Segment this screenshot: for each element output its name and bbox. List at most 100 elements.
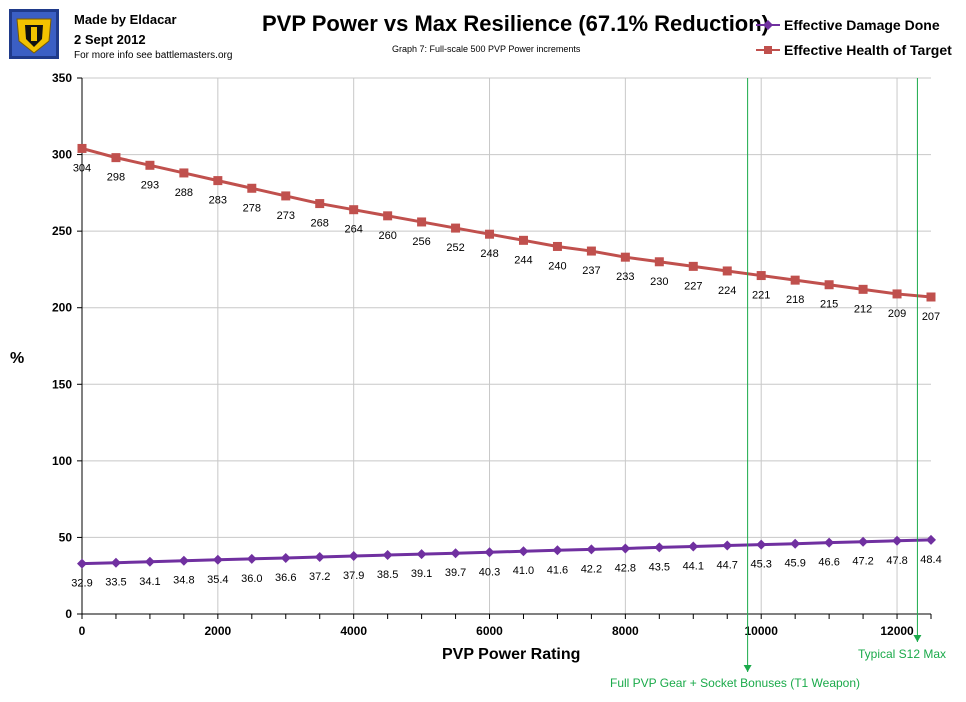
data-label: 38.5 <box>377 569 398 581</box>
x-tick-label: 10000 <box>745 624 779 638</box>
y-tick-label: 200 <box>52 301 72 315</box>
data-point-health <box>824 280 834 290</box>
data-point-health <box>892 289 902 299</box>
data-label: 221 <box>752 290 770 302</box>
data-label: 45.3 <box>750 559 771 571</box>
data-point-damage <box>756 539 767 550</box>
data-label: 268 <box>311 218 329 230</box>
data-point-health <box>518 235 528 245</box>
data-label: 42.8 <box>615 562 636 574</box>
data-point-damage <box>586 544 597 555</box>
data-point-damage <box>824 537 835 548</box>
data-label: 212 <box>854 303 872 315</box>
data-point-damage <box>314 552 325 563</box>
info-text: For more info see battlemasters.org <box>74 50 233 61</box>
data-label: 283 <box>209 195 227 207</box>
data-point-damage <box>416 549 427 560</box>
data-point-damage <box>620 543 631 554</box>
x-axis-label: PVP Power Rating <box>442 646 581 663</box>
data-point-damage <box>518 546 529 557</box>
series-line <box>81 538 932 566</box>
data-point-damage <box>178 555 189 566</box>
diamond-marker-icon <box>756 19 780 30</box>
y-tick-label: 300 <box>52 148 72 162</box>
data-label: 230 <box>650 276 668 288</box>
data-label: 260 <box>378 230 396 242</box>
x-tick-label: 8000 <box>612 624 639 638</box>
data-label: 288 <box>175 187 193 199</box>
data-label: 36.0 <box>241 573 262 585</box>
data-point-health <box>654 257 664 267</box>
data-point-damage <box>348 550 359 561</box>
data-point-health <box>552 241 562 251</box>
annotation-full-pvp-gear: Full PVP Gear + Socket Bonuses (T1 Weapo… <box>610 676 861 690</box>
data-label: 218 <box>786 294 804 306</box>
data-point-health <box>586 246 596 256</box>
data-label: 304 <box>73 162 91 174</box>
data-label: 33.5 <box>105 577 126 589</box>
data-label: 48.4 <box>920 554 941 566</box>
data-point-health <box>349 205 359 215</box>
data-point-health <box>485 229 495 239</box>
data-point-damage <box>688 541 699 552</box>
data-label: 43.5 <box>649 561 670 573</box>
annotation-typical-s12-max: Typical S12 Max <box>858 647 947 661</box>
data-label: 42.2 <box>581 563 602 575</box>
data-point-health <box>417 217 427 227</box>
data-point-health <box>315 199 325 209</box>
data-label: 293 <box>141 179 159 191</box>
data-label: 237 <box>582 265 600 277</box>
data-label: 44.7 <box>717 560 738 572</box>
legend-label-damage: Effective Damage Done <box>784 16 940 33</box>
data-point-damage <box>654 542 665 553</box>
legend-label-health: Effective Health of Target <box>784 41 952 58</box>
chart-subtitle: Graph 7: Full-scale 500 PVP Power increm… <box>392 44 581 54</box>
data-label: 298 <box>107 172 125 184</box>
data-label: 45.9 <box>784 558 805 570</box>
x-tick-label: 2000 <box>204 624 231 638</box>
square-marker-icon <box>756 45 780 54</box>
data-label: 273 <box>277 210 295 222</box>
data-label: 264 <box>345 224 363 236</box>
data-label: 34.1 <box>139 576 160 588</box>
data-point-health <box>383 211 393 221</box>
data-point-health <box>688 261 698 271</box>
data-label: 240 <box>548 260 566 272</box>
data-label: 209 <box>888 308 906 320</box>
data-label: 46.6 <box>818 557 839 569</box>
data-label: 39.7 <box>445 567 466 579</box>
data-point-health <box>213 176 223 186</box>
data-label: 37.9 <box>343 570 364 582</box>
data-point-health <box>111 153 121 163</box>
data-point-damage <box>892 535 903 546</box>
data-label: 215 <box>820 299 838 311</box>
data-point-damage <box>790 538 801 549</box>
data-point-damage <box>484 547 495 558</box>
y-tick-label: 100 <box>52 454 72 468</box>
legend-item-health: Effective Health of Target <box>756 37 952 62</box>
data-label: 207 <box>922 311 940 323</box>
data-label: 47.8 <box>886 555 907 567</box>
data-label: 224 <box>718 285 736 297</box>
y-tick-label: 0 <box>65 607 72 621</box>
y-tick-label: 350 <box>52 71 72 85</box>
data-label: 44.1 <box>683 560 704 572</box>
data-point-health <box>77 143 87 153</box>
data-point-damage <box>382 550 393 561</box>
series-line <box>81 146 932 299</box>
data-label: 40.3 <box>479 566 500 578</box>
plot-area <box>82 78 931 614</box>
date-text: 2 Sept 2012 <box>74 32 146 47</box>
data-label: 32.9 <box>71 578 92 590</box>
data-point-health <box>790 275 800 285</box>
data-point-health <box>179 168 189 178</box>
data-point-damage <box>144 556 155 567</box>
data-label: 233 <box>616 271 634 283</box>
x-tick-label: 0 <box>79 624 86 638</box>
data-point-damage <box>926 534 936 545</box>
annotation-arrowhead <box>913 635 922 642</box>
legend: Effective Damage Done Effective Health o… <box>756 12 952 62</box>
data-label: 37.2 <box>309 571 330 583</box>
data-point-damage <box>212 554 223 565</box>
